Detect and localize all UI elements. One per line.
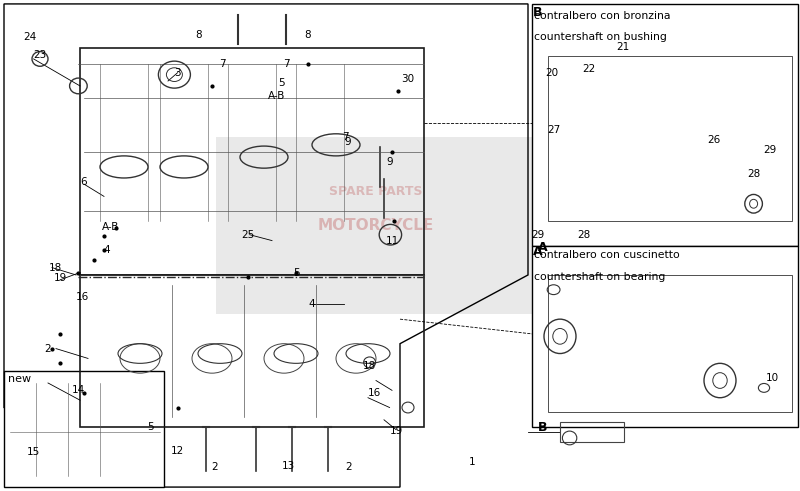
Text: MOTORCYCLE: MOTORCYCLE: [318, 218, 434, 233]
Text: A-B: A-B: [102, 222, 119, 232]
Text: 9: 9: [345, 137, 351, 147]
Text: 16: 16: [76, 292, 89, 302]
Text: countershaft on bushing: countershaft on bushing: [534, 32, 667, 42]
Text: 25: 25: [242, 230, 254, 240]
Text: 4: 4: [103, 246, 110, 255]
Text: 7: 7: [219, 59, 226, 69]
Text: 13: 13: [282, 462, 294, 471]
Text: 18: 18: [49, 263, 62, 273]
Text: 3: 3: [174, 68, 181, 78]
Text: B: B: [538, 421, 547, 434]
Bar: [4, 371, 164, 487]
Text: 1: 1: [469, 457, 475, 466]
Text: 6: 6: [81, 177, 87, 187]
Text: new: new: [8, 374, 31, 384]
Text: contralbero con bronzina: contralbero con bronzina: [534, 11, 671, 21]
Text: 2: 2: [211, 463, 218, 472]
Text: 19: 19: [390, 426, 403, 436]
Text: 15: 15: [27, 447, 40, 457]
Text: 7: 7: [283, 59, 290, 69]
Text: 19: 19: [54, 273, 66, 283]
Text: 9: 9: [386, 157, 393, 167]
Text: A: A: [533, 245, 542, 258]
Text: 29: 29: [763, 145, 776, 155]
Text: 5: 5: [293, 268, 299, 277]
Text: 4: 4: [309, 300, 315, 309]
Text: 7: 7: [342, 133, 349, 142]
Text: 30: 30: [402, 74, 414, 83]
Text: A: A: [538, 241, 547, 253]
Text: countershaft on bearing: countershaft on bearing: [534, 272, 666, 281]
Text: 22: 22: [582, 64, 595, 74]
Bar: [532, 246, 798, 427]
Text: 21: 21: [616, 42, 629, 52]
Text: contralbero con cuscinetto: contralbero con cuscinetto: [534, 250, 680, 260]
Text: 5: 5: [147, 422, 154, 432]
Text: 24: 24: [23, 32, 36, 42]
Text: 2: 2: [346, 463, 352, 472]
Text: 29: 29: [531, 230, 544, 240]
Text: 8: 8: [305, 30, 311, 40]
Text: 18: 18: [363, 361, 376, 371]
Text: 2: 2: [45, 344, 51, 354]
Text: 27: 27: [547, 125, 560, 135]
Text: 12: 12: [171, 446, 184, 456]
Text: 20: 20: [546, 68, 558, 78]
Text: 14: 14: [72, 385, 85, 395]
Text: 28: 28: [747, 169, 760, 179]
Text: 11: 11: [386, 236, 398, 246]
Text: A-B: A-B: [268, 91, 286, 101]
Text: 5: 5: [278, 79, 285, 88]
Bar: [560, 422, 624, 442]
Text: 8: 8: [195, 30, 202, 40]
Text: 28: 28: [578, 230, 590, 240]
Text: 10: 10: [766, 373, 778, 383]
Text: 23: 23: [34, 50, 46, 60]
Bar: [216, 137, 536, 314]
Text: 26: 26: [707, 135, 720, 145]
Text: B: B: [533, 6, 542, 19]
Text: SPARE PARTS: SPARE PARTS: [330, 185, 422, 198]
Text: 16: 16: [368, 388, 381, 398]
Bar: [532, 4, 798, 246]
